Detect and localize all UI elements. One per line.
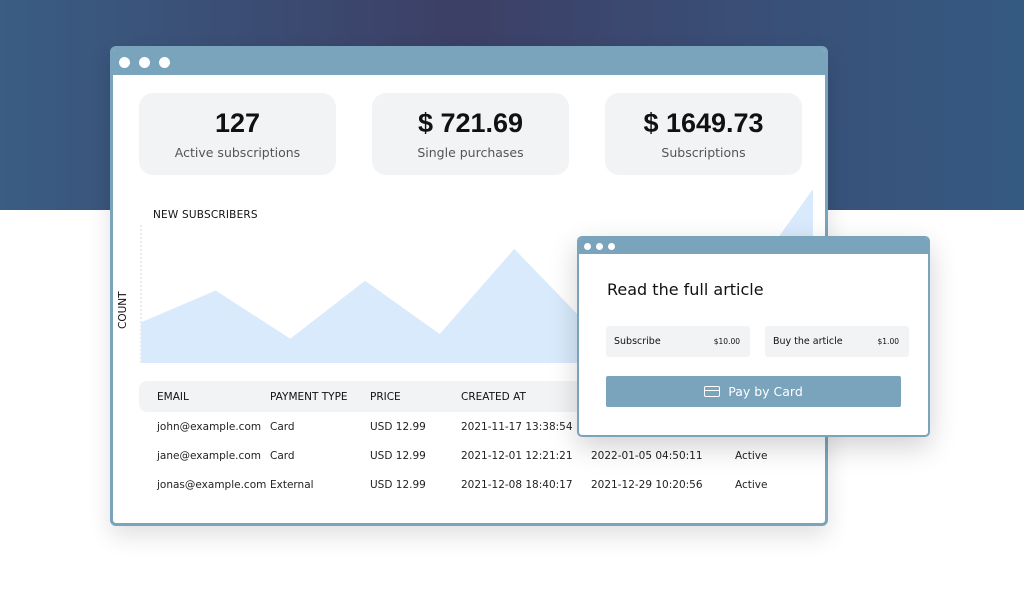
stat-value: 127 bbox=[214, 107, 261, 138]
column-header-price: PRICE bbox=[370, 390, 401, 403]
cell-created-at: 2021-12-01 12:21:21 bbox=[461, 449, 573, 462]
column-header-payment-type: PAYMENT TYPE bbox=[270, 390, 348, 403]
cell-status: Active bbox=[735, 449, 768, 462]
cell-email: jonas@example.com bbox=[157, 478, 267, 491]
stat-card-active-subscriptions: 127 Active subscriptions bbox=[139, 93, 336, 175]
chart-y-label: COUNT bbox=[117, 291, 129, 329]
window-dot-maximize[interactable] bbox=[608, 242, 615, 250]
cell-email: jane@example.com bbox=[157, 449, 261, 462]
purchase-options: Subscribe $10.00 Buy the article $1.00 bbox=[606, 326, 909, 357]
stat-label: Single purchases bbox=[417, 145, 524, 161]
cell-status: Active bbox=[735, 478, 768, 491]
cell-date: 2022-01-05 04:50:11 bbox=[591, 449, 703, 462]
cell-price: USD 12.99 bbox=[370, 449, 426, 462]
popup-titlebar bbox=[579, 238, 928, 254]
cell-payment-type: Card bbox=[270, 420, 295, 433]
table-row[interactable]: jane@example.com Card USD 12.99 2021-12-… bbox=[139, 441, 799, 470]
chart-title: NEW SUBSCRIBERS bbox=[153, 209, 258, 221]
stat-label: Subscriptions bbox=[661, 145, 746, 161]
table-row[interactable]: jonas@example.com External USD 12.99 202… bbox=[139, 470, 799, 499]
stat-value: $ 721.69 bbox=[417, 107, 524, 138]
option-label: Buy the article bbox=[773, 336, 843, 347]
stat-value: $ 1649.73 bbox=[643, 107, 764, 138]
option-label: Subscribe bbox=[614, 336, 661, 347]
stats-row: 127 Active subscriptions $ 721.69 Single… bbox=[139, 93, 802, 175]
window-dot-maximize[interactable] bbox=[159, 56, 170, 68]
column-header-email: EMAIL bbox=[157, 390, 189, 403]
subscribe-option[interactable]: Subscribe $10.00 bbox=[606, 326, 750, 357]
pay-button-label: Pay by Card bbox=[728, 384, 803, 399]
column-header-created-at: CREATED AT bbox=[461, 390, 526, 403]
stat-label: Active subscriptions bbox=[174, 145, 301, 161]
window-dot-minimize[interactable] bbox=[596, 242, 603, 250]
table-row[interactable]: john@example.com Card USD 12.99 2021-11-… bbox=[139, 412, 799, 441]
option-price: $1.00 bbox=[877, 337, 899, 346]
pay-by-card-button[interactable]: Pay by Card bbox=[606, 376, 901, 407]
popup-title: Read the full article bbox=[607, 280, 764, 299]
window-titlebar bbox=[113, 49, 825, 75]
cell-price: USD 12.99 bbox=[370, 420, 426, 433]
window-dot-close[interactable] bbox=[119, 56, 130, 68]
option-price: $10.00 bbox=[713, 337, 740, 346]
window-dot-minimize[interactable] bbox=[139, 56, 150, 68]
buy-article-option[interactable]: Buy the article $1.00 bbox=[765, 326, 909, 357]
cell-price: USD 12.99 bbox=[370, 478, 426, 491]
cell-created-at: 2021-12-08 18:40:17 bbox=[461, 478, 573, 491]
stat-card-subscriptions: $ 1649.73 Subscriptions bbox=[605, 93, 802, 175]
cell-email: john@example.com bbox=[157, 420, 262, 433]
cell-date: 2021-12-29 10:20:56 bbox=[591, 478, 703, 491]
cell-payment-type: Card bbox=[270, 449, 295, 462]
credit-card-icon bbox=[704, 386, 721, 397]
cell-created-at: 2021-11-17 13:38:54 bbox=[461, 420, 573, 433]
paywall-popup: Read the full article Subscribe $10.00 B… bbox=[577, 236, 930, 437]
window-dot-close[interactable] bbox=[584, 242, 591, 250]
cell-payment-type: External bbox=[270, 478, 314, 491]
stat-card-single-purchases: $ 721.69 Single purchases bbox=[372, 93, 569, 175]
